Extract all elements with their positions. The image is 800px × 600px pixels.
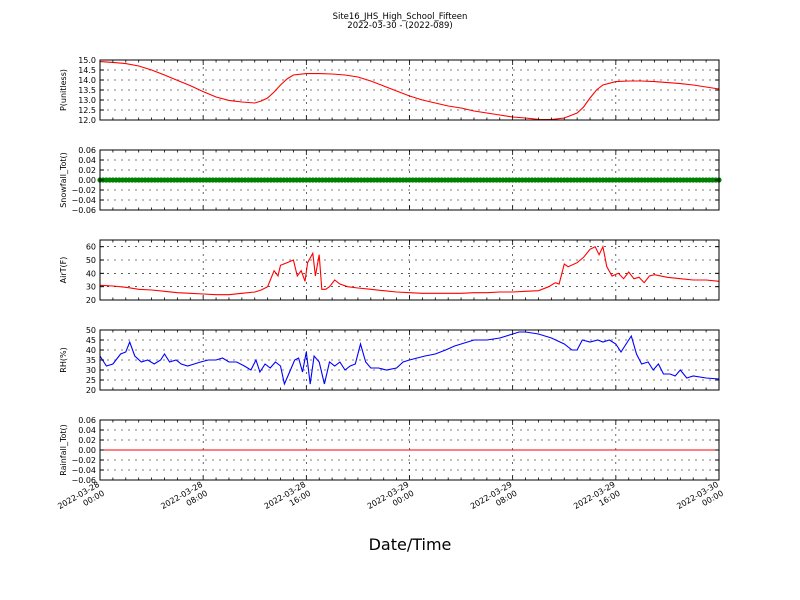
y-tick-label: 0.04 (78, 156, 96, 165)
subplot-5: −0.06−0.04−0.020.000.020.040.06 Rainfall_… (59, 416, 720, 485)
y-axis-label: AirT(F) (59, 257, 68, 284)
y-tick-label: 12.0 (78, 116, 96, 125)
series-line-1 (99, 61, 720, 121)
y-tick-label: 30 (86, 366, 96, 375)
y-tick-label: 0.00 (78, 446, 96, 455)
y-tick-label: 14.5 (78, 66, 96, 75)
y-tick-label: 45 (86, 336, 96, 345)
y-tick-label: 50 (86, 326, 96, 335)
series-line-1 (99, 331, 720, 386)
y-tick-label: 60 (86, 243, 96, 252)
subplot-1: 12.012.513.013.514.014.515.0 P(unitless) (59, 56, 720, 125)
y-tick-label: 25 (86, 376, 96, 385)
y-axis-label: RH(%) (59, 347, 68, 372)
y-tick-label: 14.0 (78, 76, 96, 85)
y-tick-label: 12.5 (78, 106, 96, 115)
x-tick-label: 2022-03-3000:00 (675, 480, 725, 520)
y-tick-label: 20 (86, 296, 96, 305)
x-tick-label: 2022-03-2916:00 (572, 480, 622, 520)
y-tick-label: 50 (86, 256, 96, 265)
y-tick-label: 0.06 (78, 416, 96, 425)
subplot-2: −0.06−0.04−0.020.000.020.040.06 Snowfall_… (59, 146, 722, 215)
y-tick-label: 0.02 (78, 166, 96, 175)
y-tick-label: 0.02 (78, 436, 96, 445)
y-tick-label: −0.02 (71, 186, 96, 195)
x-axis-label: Date/Time (369, 535, 452, 554)
x-tick-label: 2022-03-2900:00 (366, 480, 416, 520)
chart-title: Site16_JHS_High_School_Fifteen (333, 12, 468, 22)
x-tick-label: 2022-03-2908:00 (469, 480, 519, 520)
y-tick-label: 0.04 (78, 426, 96, 435)
x-tick-label: 2022-03-2800:00 (56, 480, 106, 520)
y-tick-label: −0.02 (71, 456, 96, 465)
y-tick-label: 40 (86, 269, 96, 278)
y-axis-label: Snowfall_Tot() (59, 152, 68, 208)
y-tick-label: −0.04 (71, 466, 96, 475)
y-tick-label: 13.5 (78, 86, 96, 95)
subplot-panels: 12.012.513.013.514.014.515.0 P(unitless) −… (59, 56, 722, 485)
y-axis-label: P(unitless) (59, 69, 68, 111)
y-tick-label: −0.06 (71, 476, 96, 485)
y-axis-label: Rainfall_Tot() (59, 424, 68, 476)
y-tick-label: 20 (86, 386, 96, 395)
y-tick-label: 0.06 (78, 146, 96, 155)
subplot-3: 20 30 40 50 60 AirT(F) (59, 239, 720, 305)
y-tick-label: 30 (86, 283, 96, 292)
chart-subtitle: 2022-03-30 - (2022-089) (347, 21, 452, 31)
y-tick-label: 0.00 (78, 176, 96, 185)
series-line-1 (99, 244, 720, 296)
y-tick-label: 35 (86, 356, 96, 365)
y-tick-label: 40 (86, 346, 96, 355)
y-tick-label: −0.06 (71, 206, 96, 215)
y-tick-label: 13.0 (78, 96, 96, 105)
y-tick-label: 15.0 (78, 56, 96, 65)
x-tick-label: 2022-03-2808:00 (159, 480, 209, 520)
x-tick-label: 2022-03-2816:00 (263, 480, 313, 520)
x-axis-tick-labels: 2022-03-2800:00 2022-03-2808:00 2022-03-28… (56, 480, 725, 520)
y-tick-label: −0.04 (71, 196, 96, 205)
